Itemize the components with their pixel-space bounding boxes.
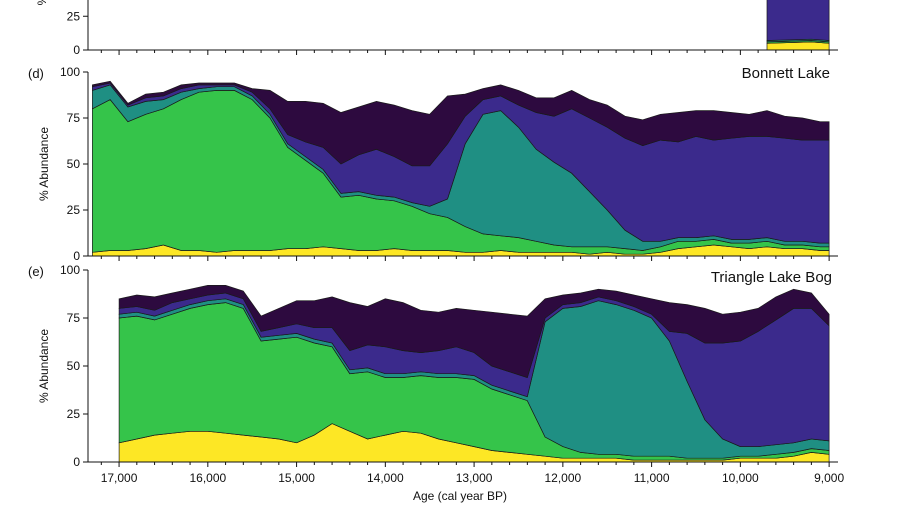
panel-d-y-tick-label: 0 [73,249,80,263]
panel-d: 0 25 50 75 100 (d) Bonnett Lake % Abundance [28,65,838,263]
x-tick-label: 13,000 [456,471,493,485]
panel-e-y-tick-label: 0 [73,455,80,469]
x-tick-label: 12,000 [545,471,582,485]
x-tick-label: 15,000 [278,471,315,485]
panel-d-area-5 [92,80,830,167]
panel-d-y-tick-label: 50 [67,157,81,171]
panel-d-y-tick-label: 25 [67,203,81,217]
x-tick-label: 10,000 [722,471,759,485]
panel-e: 0 25 50 75 100 17,000 16,000 15,000 14,000 13,000… [28,263,844,503]
x-tick-label: 16,000 [189,471,226,485]
panel-c: 0 25 % [35,0,838,57]
panel-c-y-tick-label: 0 [73,43,80,57]
x-tick-label: 14,000 [367,471,404,485]
panel-e-series [118,285,830,463]
panel-d-y-axis-label: % Abundance [37,127,51,201]
panel-e-title: Triangle Lake Bog [711,269,832,286]
panel-d-y-tick-label: 100 [60,65,80,79]
panel-e-y-tick-label: 75 [67,311,81,325]
x-tick-label: 17,000 [101,471,138,485]
panel-c-axes: 0 25 [67,0,838,57]
panel-e-area-5 [118,285,830,378]
panel-c-y-tick-label: 25 [67,9,81,23]
panel-e-label: (e) [28,264,44,279]
panel-d-title: Bonnett Lake [742,65,830,82]
panel-c-area-4 [766,0,830,41]
panel-e-y-axis-label: % Abundance [37,329,51,403]
x-tick-label: 11,000 [634,471,670,485]
panel-d-y-tick-label: 75 [67,111,81,125]
panel-d-series [92,80,830,257]
panel-d-label: (d) [28,66,44,81]
x-tick-label: 9,000 [814,471,844,485]
panel-e-y-tick-label: 25 [67,407,81,421]
panel-e-axes: 0 25 50 75 100 17,000 16,000 15,000 14,000 13,000… [60,263,844,485]
panel-d-axes: 0 25 50 75 100 [60,65,838,263]
panel-e-y-tick-label: 50 [67,359,81,373]
panel-c-y-axis-label: % [35,0,49,5]
panel-e-y-tick-label: 100 [60,263,80,277]
panel-c-series [766,0,830,51]
x-axis-label: Age (cal year BP) [413,489,507,503]
